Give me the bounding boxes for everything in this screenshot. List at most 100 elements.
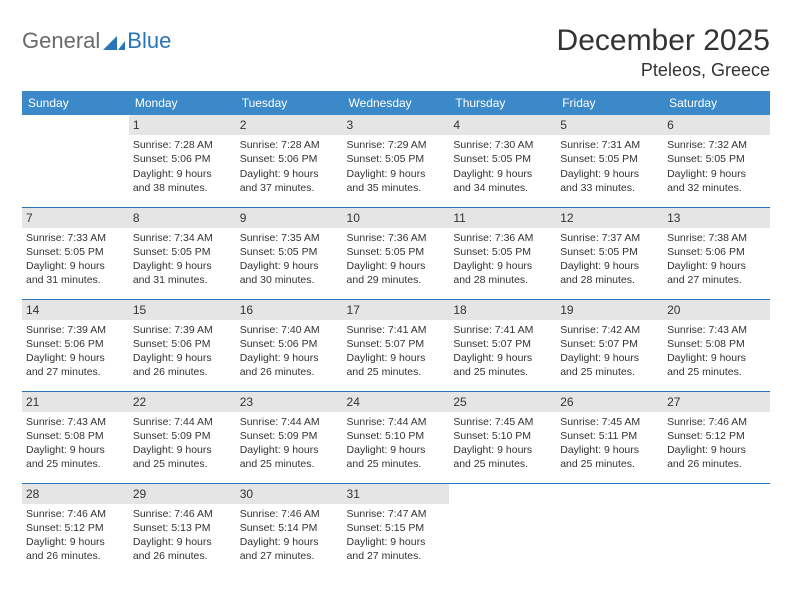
weekday-header: Saturday [663, 91, 770, 115]
sunset-line: Sunset: 5:12 PM [667, 429, 766, 443]
sunrise-line: Sunrise: 7:45 AM [453, 415, 552, 429]
calendar-day-cell: 19Sunrise: 7:42 AMSunset: 5:07 PMDayligh… [556, 299, 663, 391]
sunrise-line: Sunrise: 7:34 AM [133, 231, 232, 245]
day-number: 1 [129, 115, 236, 135]
calendar-day-cell: 12 Sunrise: 7:37 AMSunset: 5:05 PMDayligh… [556, 207, 663, 299]
month-title: December 2025 [557, 24, 770, 58]
calendar-day-cell: 22Sunrise: 7:44 AMSunset: 5:09 PMDayligh… [129, 391, 236, 483]
daylight-line: Daylight: 9 hours and 25 minutes. [667, 351, 766, 379]
sunset-line: Sunset: 5:05 PM [453, 245, 552, 259]
calendar-day-cell: 3Sunrise: 7:29 AMSunset: 5:05 PMDaylight… [343, 115, 450, 207]
calendar-week-row: 14Sunrise: 7:39 AMSunset: 5:06 PMDayligh… [22, 299, 770, 391]
sunset-line: Sunset: 5:05 PM [347, 245, 446, 259]
sunset-line: Sunset: 5:09 PM [133, 429, 232, 443]
day-number: 30 [236, 484, 343, 504]
daylight-line: Daylight: 9 hours and 31 minutes. [26, 259, 125, 287]
sunset-line: Sunset: 5:05 PM [560, 245, 659, 259]
sunrise-line: Sunrise: 7:41 AM [453, 323, 552, 337]
sunset-line: Sunset: 5:06 PM [133, 337, 232, 351]
day-number: 29 [129, 484, 236, 504]
sunset-line: Sunset: 5:06 PM [240, 152, 339, 166]
day-number: 5 [556, 115, 663, 135]
calendar-week-row: 28Sunrise: 7:46 AMSunset: 5:12 PMDayligh… [22, 483, 770, 575]
sunset-line: Sunset: 5:06 PM [240, 337, 339, 351]
logo-text-blue: Blue [127, 28, 171, 54]
daylight-line: Daylight: 9 hours and 34 minutes. [453, 167, 552, 195]
day-number: 8 [129, 208, 236, 228]
sunrise-line: Sunrise: 7:47 AM [347, 507, 446, 521]
calendar-day-cell [556, 483, 663, 575]
day-number: 12 [556, 208, 663, 228]
logo: General Blue [22, 28, 171, 54]
sunrise-line: Sunrise: 7:44 AM [240, 415, 339, 429]
sunset-line: Sunset: 5:10 PM [347, 429, 446, 443]
day-number: 14 [22, 300, 129, 320]
daylight-line: Daylight: 9 hours and 27 minutes. [26, 351, 125, 379]
day-number: 3 [343, 115, 450, 135]
calendar-day-cell: 23Sunrise: 7:44 AMSunset: 5:09 PMDayligh… [236, 391, 343, 483]
sunset-line: Sunset: 5:05 PM [26, 245, 125, 259]
daylight-line: Daylight: 9 hours and 27 minutes. [667, 259, 766, 287]
daylight-line: Daylight: 9 hours and 25 minutes. [26, 443, 125, 471]
sunrise-line: Sunrise: 7:32 AM [667, 138, 766, 152]
calendar-day-cell: 30Sunrise: 7:46 AMSunset: 5:14 PMDayligh… [236, 483, 343, 575]
sunrise-line: Sunrise: 7:36 AM [347, 231, 446, 245]
daylight-line: Daylight: 9 hours and 28 minutes. [560, 259, 659, 287]
daylight-line: Daylight: 9 hours and 25 minutes. [453, 351, 552, 379]
day-number: 11 [449, 208, 556, 228]
daylight-line: Daylight: 9 hours and 25 minutes. [560, 443, 659, 471]
sunset-line: Sunset: 5:05 PM [133, 245, 232, 259]
day-number: 13 [663, 208, 770, 228]
day-number: 26 [556, 392, 663, 412]
daylight-line: Daylight: 9 hours and 25 minutes. [453, 443, 552, 471]
sunrise-line: Sunrise: 7:42 AM [560, 323, 659, 337]
weekday-header: Tuesday [236, 91, 343, 115]
daylight-line: Daylight: 9 hours and 27 minutes. [347, 535, 446, 563]
sunrise-line: Sunrise: 7:30 AM [453, 138, 552, 152]
calendar-day-cell: 15Sunrise: 7:39 AMSunset: 5:06 PMDayligh… [129, 299, 236, 391]
calendar-day-cell: 6Sunrise: 7:32 AMSunset: 5:05 PMDaylight… [663, 115, 770, 207]
daylight-line: Daylight: 9 hours and 26 minutes. [240, 351, 339, 379]
calendar-day-cell: 1Sunrise: 7:28 AMSunset: 5:06 PMDaylight… [129, 115, 236, 207]
calendar-day-cell: 16 Sunrise: 7:40 AMSunset: 5:06 PMDayligh… [236, 299, 343, 391]
calendar-day-cell: 7 Sunrise: 7:33 AMSunset: 5:05 PMDaylight… [22, 207, 129, 299]
sunset-line: Sunset: 5:12 PM [26, 521, 125, 535]
day-number: 16 [236, 300, 343, 320]
weekday-header: Wednesday [343, 91, 450, 115]
daylight-line: Daylight: 9 hours and 29 minutes. [347, 259, 446, 287]
calendar-day-cell: 21Sunrise: 7:43 AMSunset: 5:08 PMDayligh… [22, 391, 129, 483]
calendar-day-cell: 8Sunrise: 7:34 AMSunset: 5:05 PMDaylight… [129, 207, 236, 299]
daylight-line: Daylight: 9 hours and 27 minutes. [240, 535, 339, 563]
daylight-line: Daylight: 9 hours and 32 minutes. [667, 167, 766, 195]
sunrise-line: Sunrise: 7:40 AM [240, 323, 339, 337]
weekday-header: Friday [556, 91, 663, 115]
calendar-day-cell: 18Sunrise: 7:41 AMSunset: 5:07 PMDayligh… [449, 299, 556, 391]
sunrise-line: Sunrise: 7:33 AM [26, 231, 125, 245]
daylight-line: Daylight: 9 hours and 26 minutes. [667, 443, 766, 471]
calendar-day-cell [22, 115, 129, 207]
calendar-week-row: 7Sunrise: 7:33 AMSunset: 5:05 PMDaylight… [22, 207, 770, 299]
day-number: 20 [663, 300, 770, 320]
day-number: 2 [236, 115, 343, 135]
calendar-day-cell: 11Sunrise: 7:36 AMSunset: 5:05 PMDayligh… [449, 207, 556, 299]
sunrise-line: Sunrise: 7:37 AM [560, 231, 659, 245]
daylight-line: Daylight: 9 hours and 28 minutes. [453, 259, 552, 287]
sunset-line: Sunset: 5:05 PM [347, 152, 446, 166]
day-number: 7 [22, 208, 129, 228]
day-number: 21 [22, 392, 129, 412]
sunrise-line: Sunrise: 7:46 AM [240, 507, 339, 521]
calendar-day-cell: 29Sunrise: 7:46 AMSunset: 5:13 PMDayligh… [129, 483, 236, 575]
day-number: 18 [449, 300, 556, 320]
day-number: 10 [343, 208, 450, 228]
sunrise-line: Sunrise: 7:46 AM [667, 415, 766, 429]
sunset-line: Sunset: 5:08 PM [667, 337, 766, 351]
sunset-line: Sunset: 5:09 PM [240, 429, 339, 443]
sunrise-line: Sunrise: 7:45 AM [560, 415, 659, 429]
sunset-line: Sunset: 5:05 PM [667, 152, 766, 166]
daylight-line: Daylight: 9 hours and 33 minutes. [560, 167, 659, 195]
daylight-line: Daylight: 9 hours and 26 minutes. [133, 351, 232, 379]
calendar-day-cell: 9Sunrise: 7:35 AMSunset: 5:05 PMDaylight… [236, 207, 343, 299]
calendar-day-cell: 13Sunrise: 7:38 AMSunset: 5:06 PMDayligh… [663, 207, 770, 299]
sunrise-line: Sunrise: 7:31 AM [560, 138, 659, 152]
calendar-week-row: 1Sunrise: 7:28 AMSunset: 5:06 PMDaylight… [22, 115, 770, 207]
